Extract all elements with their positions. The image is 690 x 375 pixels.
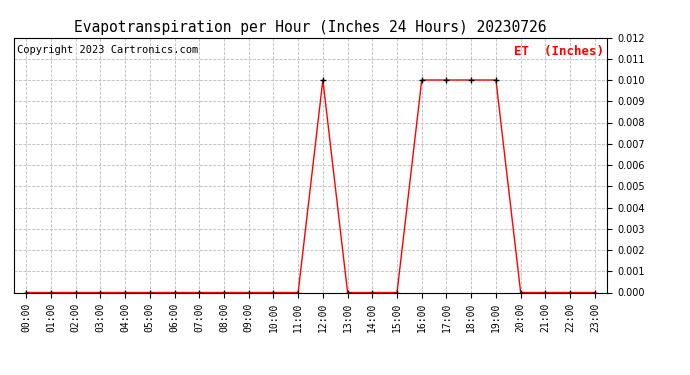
Text: Copyright 2023 Cartronics.com: Copyright 2023 Cartronics.com: [17, 45, 198, 55]
Text: ET  (Inches): ET (Inches): [514, 45, 604, 58]
Title: Evapotranspiration per Hour (Inches 24 Hours) 20230726: Evapotranspiration per Hour (Inches 24 H…: [75, 20, 546, 35]
